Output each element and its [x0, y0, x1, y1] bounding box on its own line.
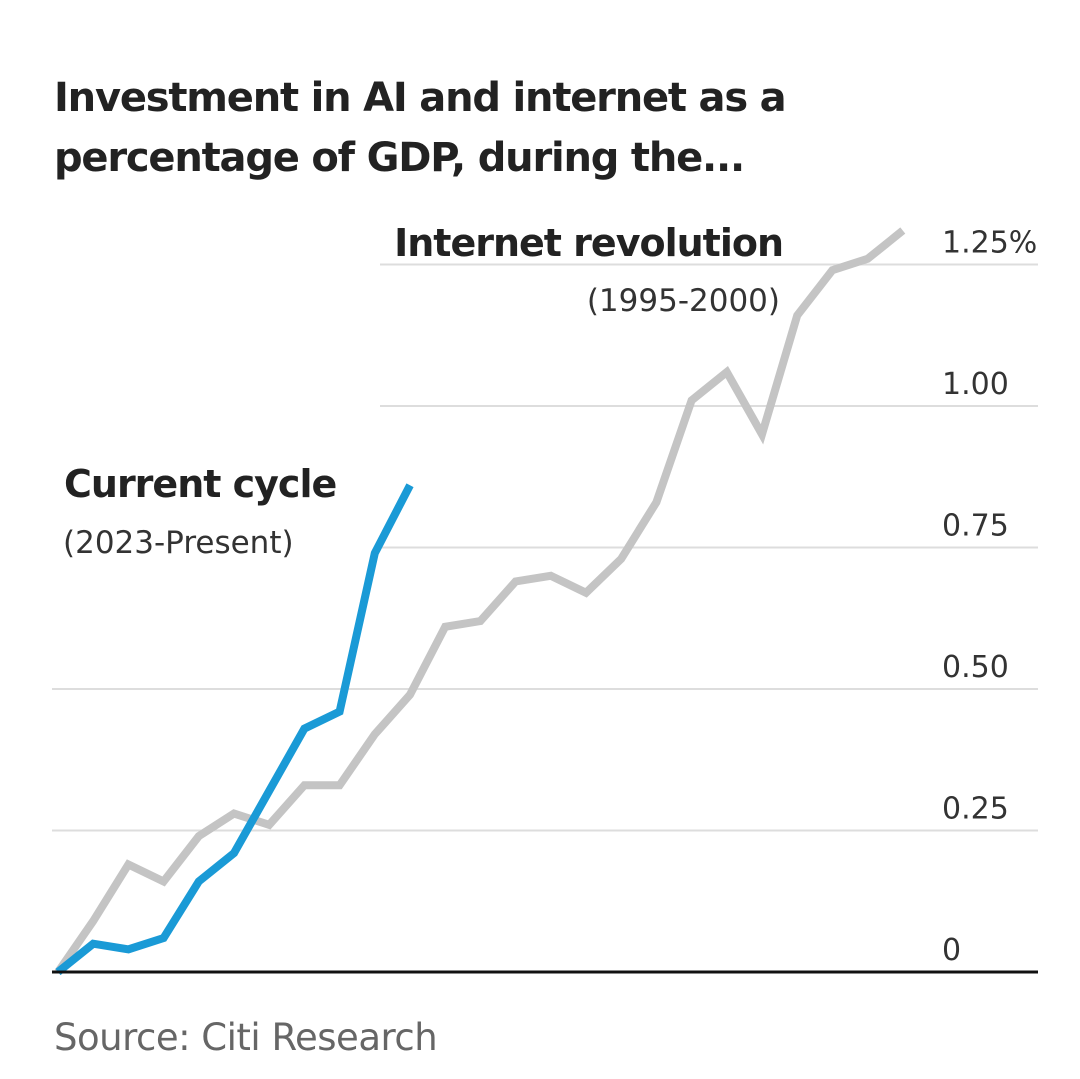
chart-title: Investment in AI and internet as a perce…	[54, 75, 787, 181]
gridlines	[52, 263, 1038, 832]
internet-revolution-period: (1995-2000)	[587, 283, 780, 319]
y-axis-ticks: 0 0.25 0.50 0.75 1.00 1.25%	[942, 226, 1037, 969]
y-tick-label: 0.50	[942, 650, 1009, 685]
internet-revolution-line	[54, 227, 906, 975]
source-note: Source: Citi Research	[54, 1016, 438, 1059]
y-tick-label: 1.00	[942, 367, 1009, 402]
current-cycle-label: Current cycle	[64, 462, 336, 506]
y-tick-label: 0	[942, 933, 961, 968]
y-tick-label: 1.25%	[942, 226, 1037, 261]
y-tick-label: 0.25	[942, 792, 1009, 827]
series-lines	[54, 227, 906, 976]
y-tick-label: 0.75	[942, 509, 1009, 544]
internet-revolution-label: Internet revolution	[394, 221, 783, 265]
current-cycle-period: (2023-Present)	[63, 525, 294, 561]
current-cycle-line	[55, 483, 414, 976]
